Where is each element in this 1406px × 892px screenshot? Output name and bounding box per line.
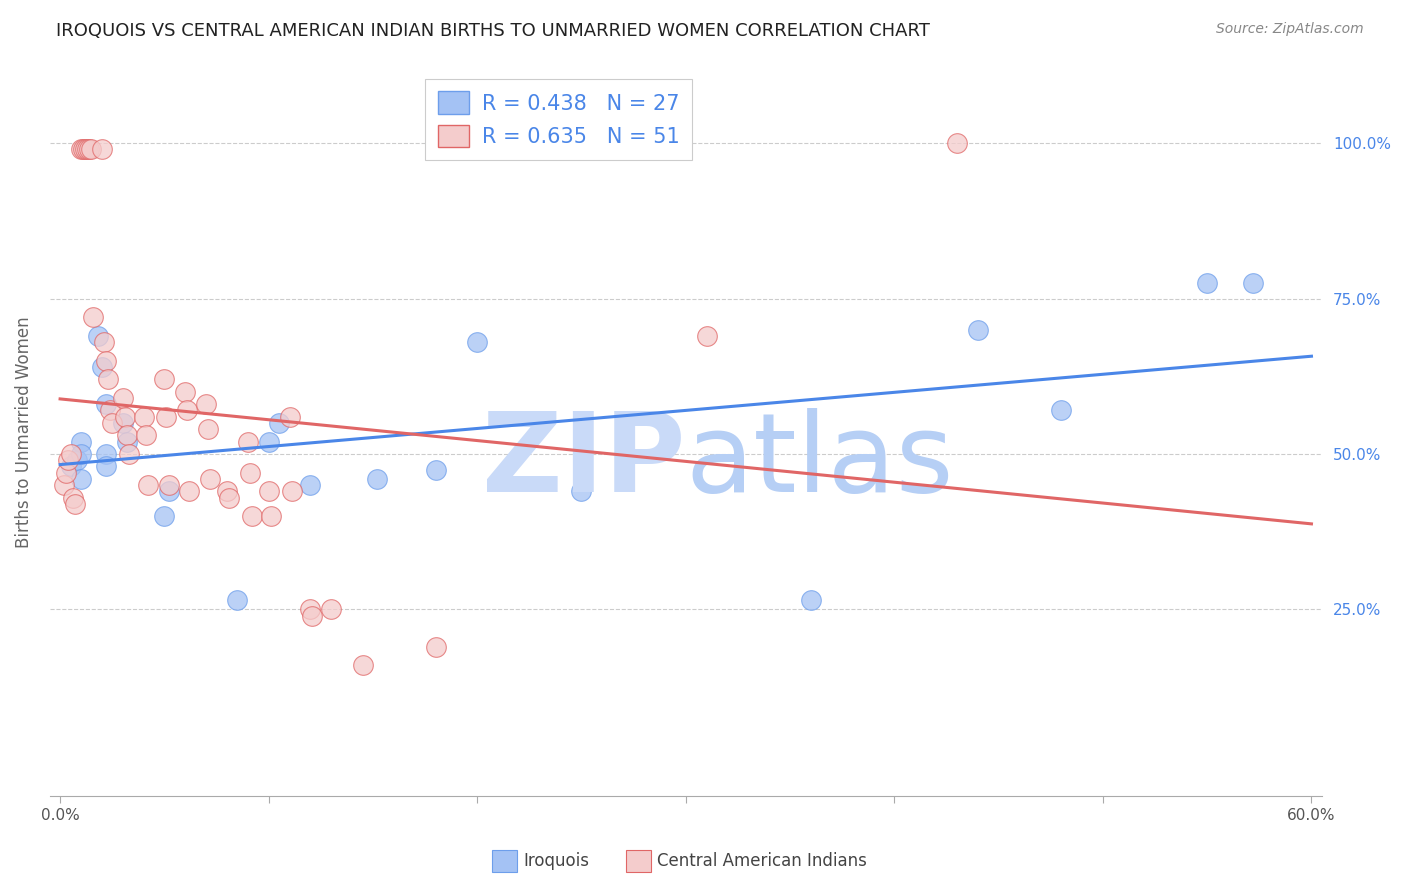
Point [179, 484, 201, 499]
Point [75, 142, 97, 156]
Point [80, 142, 103, 156]
Point [946, 136, 969, 150]
Point [111, 391, 134, 405]
Point [90, 142, 112, 156]
Legend: R = 0.438   N = 27, R = 0.635   N = 51: R = 0.438 N = 27, R = 0.635 N = 51 [425, 78, 692, 160]
Point [239, 466, 262, 480]
Point [218, 491, 240, 505]
Point [301, 608, 323, 623]
Point [226, 593, 249, 607]
Point [94, 459, 117, 474]
Point [76, 142, 98, 156]
Point [59, 447, 82, 461]
Point [66, 453, 89, 467]
Point [267, 416, 290, 430]
Point [86, 329, 108, 343]
Point [59, 459, 82, 474]
Point [72, 142, 94, 156]
Point [94, 447, 117, 461]
Point [93, 335, 115, 350]
Point [114, 409, 136, 424]
Point [132, 409, 155, 424]
Point [97, 372, 120, 386]
Point [176, 403, 198, 417]
Point [1241, 276, 1264, 290]
Point [215, 484, 238, 499]
Point [195, 397, 218, 411]
Point [260, 509, 283, 524]
Point [240, 509, 263, 524]
Point [321, 602, 343, 616]
Point [82, 310, 104, 325]
Point [425, 640, 447, 654]
Point [299, 602, 322, 616]
Text: Central American Indians: Central American Indians [657, 852, 866, 871]
Point [800, 593, 823, 607]
Point [58, 453, 80, 467]
Point [79, 142, 101, 156]
Point [696, 329, 718, 343]
Point [200, 472, 222, 486]
Point [197, 422, 219, 436]
Y-axis label: Births to Unmarried Women: Births to Unmarried Women [15, 317, 32, 548]
Point [278, 409, 301, 424]
Point [153, 509, 176, 524]
Point [63, 497, 86, 511]
Point [101, 416, 124, 430]
Point [136, 478, 159, 492]
Point [62, 491, 84, 505]
Point [70, 447, 93, 461]
Point [236, 434, 259, 449]
Point [465, 335, 488, 350]
Point [94, 397, 117, 411]
Point [257, 484, 280, 499]
Point [153, 372, 176, 386]
Point [70, 472, 93, 486]
Point [571, 484, 593, 499]
Text: ZIP: ZIP [482, 408, 686, 515]
Point [157, 478, 180, 492]
Point [90, 359, 112, 374]
Point [155, 409, 177, 424]
Point [1050, 403, 1073, 417]
Point [174, 384, 197, 399]
Point [118, 447, 141, 461]
Point [257, 434, 280, 449]
Point [425, 462, 447, 476]
Point [115, 428, 138, 442]
Point [157, 484, 180, 499]
Text: Source: ZipAtlas.com: Source: ZipAtlas.com [1216, 22, 1364, 37]
Point [352, 658, 374, 673]
Point [55, 466, 77, 480]
Point [280, 484, 302, 499]
Point [70, 142, 93, 156]
Text: Iroquois: Iroquois [523, 852, 589, 871]
Point [98, 403, 121, 417]
Point [115, 434, 138, 449]
Text: IROQUOIS VS CENTRAL AMERICAN INDIAN BIRTHS TO UNMARRIED WOMEN CORRELATION CHART: IROQUOIS VS CENTRAL AMERICAN INDIAN BIRT… [56, 22, 931, 40]
Point [135, 428, 157, 442]
Point [1197, 276, 1219, 290]
Point [366, 472, 388, 486]
Point [111, 416, 134, 430]
Text: atlas: atlas [686, 408, 955, 515]
Point [299, 478, 322, 492]
Point [94, 353, 117, 368]
Point [966, 323, 988, 337]
Point [70, 434, 93, 449]
Point [53, 478, 76, 492]
